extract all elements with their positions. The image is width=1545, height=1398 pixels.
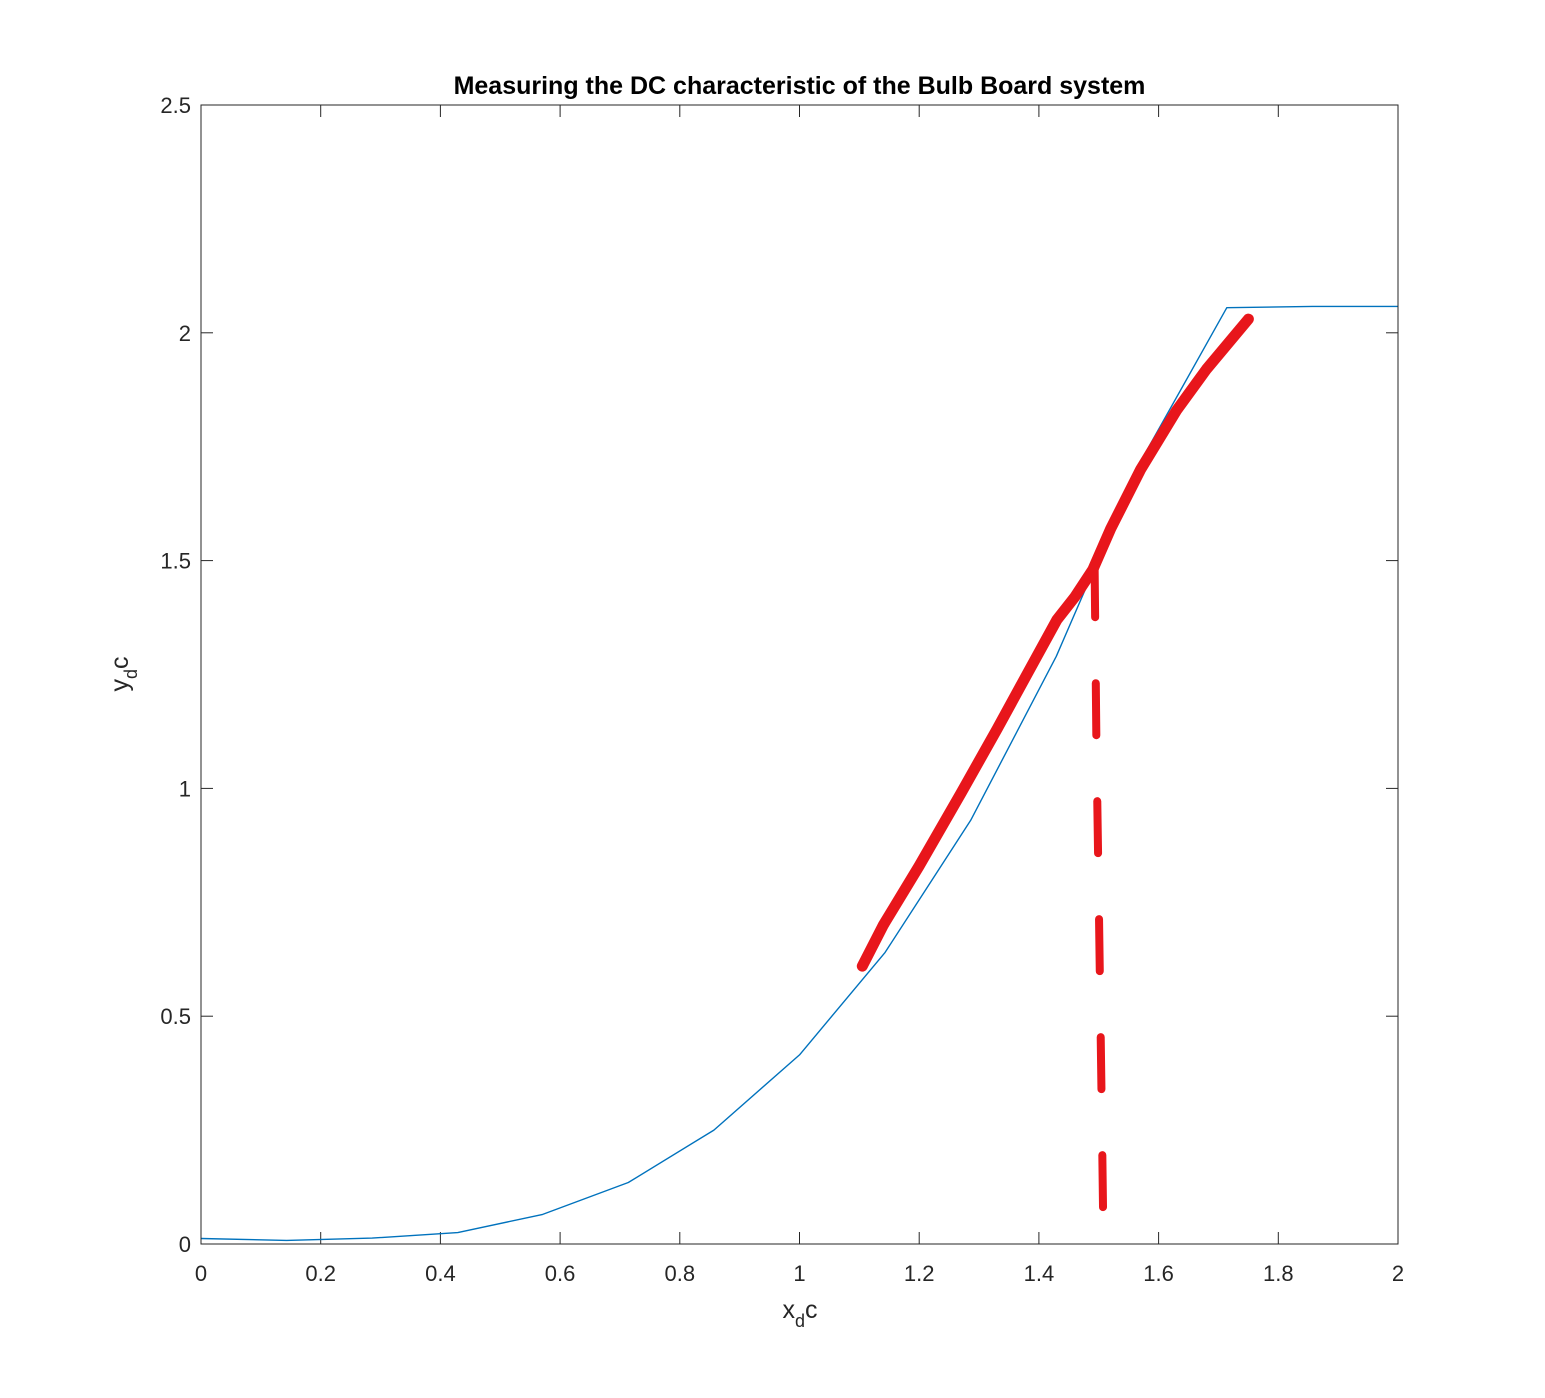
y-tick-label: 0.5 <box>160 1004 191 1029</box>
axes-box <box>200 104 1399 1245</box>
y-tick-label: 2 <box>179 321 191 346</box>
y-axis-label-subscript: d <box>121 669 141 679</box>
x-tick-label: 0.6 <box>545 1261 576 1286</box>
y-ticks: 0 0.5 1 1.5 2 2.5 <box>160 93 1398 1257</box>
chart-title: Measuring the DC characteristic of the B… <box>454 72 1146 100</box>
series-layer <box>200 305 1398 1242</box>
y-tick-label: 0 <box>179 1232 191 1257</box>
y-tick-label: 1 <box>179 776 191 801</box>
x-tick-label: 2 <box>1392 1261 1404 1286</box>
data-series-line <box>200 305 1398 1242</box>
y-axis-label: ydc <box>106 656 141 691</box>
hand-drawn-tangent-line <box>856 313 1254 972</box>
x-tick-label: 1.8 <box>1263 1261 1294 1286</box>
x-tick-label: 0.2 <box>305 1261 336 1286</box>
x-tick-label: 1.2 <box>904 1261 935 1286</box>
x-axis-label-rest: c <box>805 1296 818 1324</box>
axes-background <box>201 105 1398 1244</box>
x-tick-label: 1.6 <box>1143 1261 1174 1286</box>
y-axis-label-rest: c <box>106 656 134 669</box>
x-tick-label: 0.4 <box>425 1261 456 1286</box>
x-axis-label-base: x <box>782 1296 795 1324</box>
x-tick-label: 0 <box>195 1261 207 1286</box>
hand-drawn-dashed-vertical-line <box>1090 561 1108 1248</box>
x-axis-label: xdc <box>782 1296 817 1331</box>
x-tick-label: 0.8 <box>665 1261 696 1286</box>
x-tick-label: 1 <box>793 1261 805 1286</box>
x-ticks: 0 0.2 0.4 0.6 0.8 1 1.2 1.4 1.6 1.8 2 <box>195 105 1404 1286</box>
x-tick-label: 1.4 <box>1024 1261 1055 1286</box>
annotation-layer <box>856 313 1254 1248</box>
y-tick-label: 2.5 <box>160 93 191 118</box>
x-axis-label-subscript: d <box>795 1311 805 1331</box>
y-axis-label-base: y <box>106 679 134 692</box>
y-tick-label: 1.5 <box>160 549 191 574</box>
